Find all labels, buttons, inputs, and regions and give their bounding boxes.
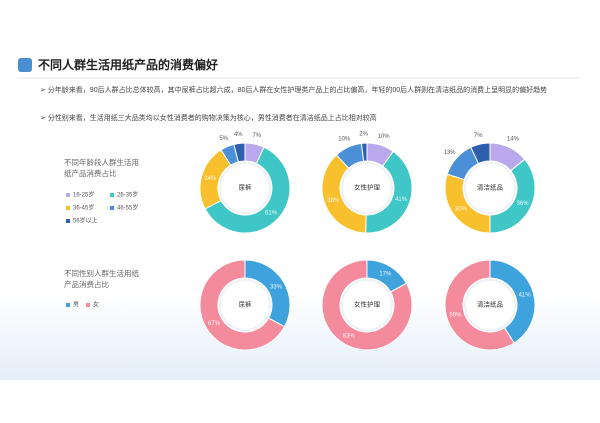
donut-segment [360, 142, 368, 162]
bullet: ➢ 分年龄来看，90后人群占比总体较高，其中尿裤占比超六成，80后人群在女性护理… [40, 87, 548, 94]
legend-label: 16-25岁 [73, 191, 94, 199]
legend-swatch [86, 303, 90, 307]
data-label: 5% [219, 136, 228, 142]
legend-swatch [66, 303, 70, 307]
donut-segment [321, 259, 413, 351]
legend-swatch [66, 219, 70, 223]
donut-segment [365, 150, 413, 234]
donut-segment [444, 259, 515, 351]
data-label: 2% [359, 132, 368, 138]
data-label: 7% [252, 133, 261, 139]
data-label: 4% [234, 132, 243, 138]
bullet-text: 分年龄来看，90后人群占比总体较高，其中尿裤占比超六成，80后人群在女性护理类产… [47, 87, 548, 94]
legend-label: 56岁以上 [73, 217, 98, 225]
bullet: ➢ 分性别来看，生活用纸三大品类均以女性消费者的购物决策为核心，男性消费者在清洁… [40, 115, 377, 122]
donut-segment [321, 154, 367, 234]
title-icon [18, 58, 32, 72]
donut-center-label: 女性护理 [354, 300, 381, 309]
donut-center-label: 尿裤 [239, 183, 253, 192]
legend-swatch [66, 206, 70, 210]
legend-swatch [110, 193, 114, 197]
data-label: 38% [327, 198, 340, 204]
donut-center-label: 女性护理 [354, 183, 381, 192]
donut-segment [204, 146, 291, 234]
donut-hole-shadow [219, 279, 271, 331]
data-label: 14% [507, 137, 520, 143]
legend-swatch [110, 206, 114, 210]
data-label: 83% [343, 334, 356, 340]
legend-label: 36-45岁 [73, 204, 94, 212]
legend-label: 46-55岁 [117, 204, 138, 212]
title: 不同人群生活用纸产品的消费偏好 [38, 57, 218, 72]
data-label: 13% [443, 150, 456, 156]
donut-center-label: 清洁纸品 [477, 183, 503, 192]
legend-label: 女 [93, 301, 99, 309]
legend-label: 26-35岁 [117, 191, 138, 199]
donut-center-label: 尿裤 [239, 300, 253, 309]
donut-hole-shadow [341, 279, 393, 331]
donut-hole-shadow [219, 162, 271, 214]
donut-segment [470, 142, 491, 165]
donut-hole-shadow [464, 279, 516, 331]
legend-swatch [66, 193, 70, 197]
donut-segment [199, 259, 286, 351]
data-label: 61% [265, 210, 278, 216]
data-label: 17% [379, 272, 392, 278]
data-label: 33% [270, 284, 283, 290]
donut-hole-shadow [341, 162, 393, 214]
section-label: 不同性别人群生活用纸产品消费占比 [64, 269, 139, 289]
donut-segment [233, 142, 246, 163]
data-label: 10% [338, 137, 351, 143]
section-label: 不同年龄段人群生活用纸产品消费占比 [64, 158, 139, 178]
bullet-text: 分性别来看，生活用纸三大品类均以女性消费者的购物决策为核心，男性消费者在清洁纸品… [47, 115, 377, 122]
data-label: 24% [204, 176, 217, 182]
data-label: 41% [395, 197, 408, 203]
data-label: 36% [517, 201, 530, 207]
data-label: 30% [455, 207, 468, 213]
legend-label: 男 [73, 302, 79, 309]
donut-hole-shadow [464, 162, 516, 214]
data-label: 59% [449, 313, 462, 319]
data-label: 41% [519, 293, 532, 299]
data-label: 10% [378, 134, 391, 140]
donut-center-label: 清洁纸品 [477, 300, 503, 309]
data-label: 7% [474, 133, 483, 139]
data-label: 67% [208, 321, 221, 327]
